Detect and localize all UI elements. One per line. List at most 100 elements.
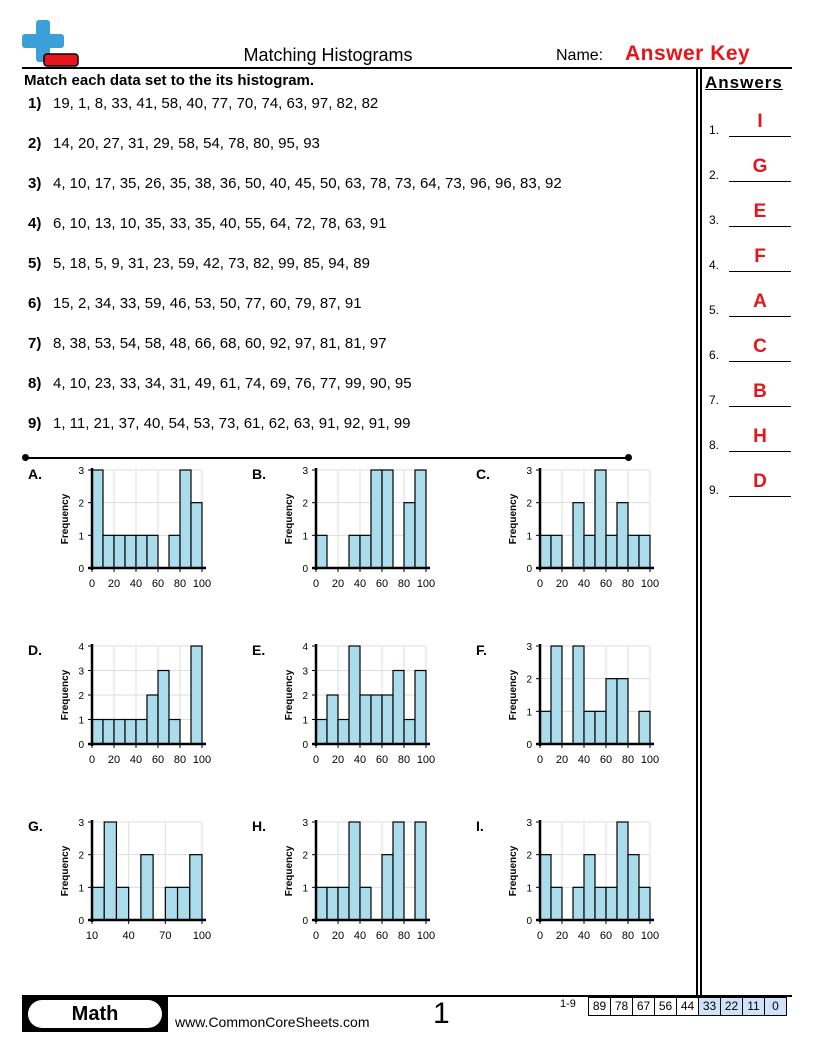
y-tick-label: 3 [78,466,84,477]
x-tick-label: 40 [578,578,590,590]
x-tick-label: 100 [193,930,211,942]
problem-data: 15, 2, 34, 33, 59, 46, 53, 50, 77, 60, 7… [53,295,362,312]
y-tick-label: 0 [302,916,308,927]
histogram-bar [605,534,618,569]
answer-item: 5. A [709,291,793,317]
histogram-bar [392,821,405,921]
x-tick-label: 80 [398,930,410,942]
histogram-bar [539,854,552,921]
name-label: Name: [556,47,604,64]
score-cell: 11 [743,998,765,1015]
histogram-bar [359,694,372,745]
score-cell: 33 [699,998,721,1015]
x-tick-label: 40 [578,754,590,766]
x-tick-label: 20 [332,578,344,590]
x-tick-label: 60 [600,578,612,590]
answer-value: B [753,381,767,402]
x-tick-label: 40 [130,754,142,766]
y-tick-label: 4 [302,642,308,653]
answer-blank[interactable] [729,270,791,272]
histogram-bar [146,534,159,569]
y-axis-label: Frequency [508,845,519,896]
histogram-bar [164,886,179,921]
y-tick-label: 3 [78,667,84,678]
y-tick-label: 0 [78,916,84,927]
x-tick-label: 100 [417,754,435,766]
histogram-bar [91,718,104,745]
histogram-bar [370,694,383,745]
y-tick-label: 1 [78,883,84,894]
x-tick-label: 20 [108,578,120,590]
histogram-bar [179,469,192,569]
answer-blank[interactable] [729,180,791,182]
answer-blank[interactable] [729,315,791,317]
answer-number: 5. [709,303,720,317]
histogram-label: C. [476,466,490,482]
x-tick-label: 60 [600,754,612,766]
answer-item: 3. E [709,201,793,227]
y-tick-label: 2 [78,499,84,510]
x-tick-label: 20 [556,930,568,942]
x-tick-label: 0 [313,930,319,942]
x-tick-label: 60 [152,578,164,590]
score-range-label: 1-9 [560,998,576,1010]
x-tick-label: 40 [123,930,135,942]
histogram-bar [414,821,427,921]
histogram-bar [572,886,585,921]
histogram-label: F. [476,642,487,658]
histogram-bar [91,469,104,569]
x-tick-label: 80 [622,578,634,590]
x-tick-label: 100 [193,754,211,766]
answer-blank[interactable] [729,495,791,497]
y-tick-label: 1 [302,531,308,542]
problem-item: 3) 4, 10, 17, 35, 26, 35, 38, 36, 50, 40,… [28,175,562,192]
answer-blank[interactable] [729,405,791,407]
problem-number: 4) [28,215,42,232]
section-divider [26,457,628,459]
x-tick-label: 100 [641,930,659,942]
histogram-bar [348,645,361,745]
problem-item: 7) 8, 38, 53, 54, 58, 48, 66, 68, 60, 92,… [28,335,387,352]
histogram-bar [550,534,563,569]
answer-blank[interactable] [729,450,791,452]
subject-label: Math [28,1000,162,1028]
y-axis-label: Frequency [508,669,519,720]
answer-blank[interactable] [729,225,791,227]
histogram-bar [594,469,607,569]
score-table: 89 78 67 56 44 33 22 11 0 [588,997,787,1016]
x-tick-label: 80 [174,578,186,590]
x-tick-label: 80 [398,578,410,590]
histogram-bar [414,669,427,745]
histogram-a: 0 1 2 3 0 20 40 60 80 100 Frequency [60,466,211,590]
histogram-bar [135,718,148,745]
histogram-label: G. [28,818,43,834]
y-tick-label: 0 [526,916,532,927]
histogram-bar [113,534,126,569]
answer-blank[interactable] [729,135,791,137]
histogram-c: 0 1 2 3 0 20 40 60 80 100 Frequency [508,466,659,590]
histogram-bar [348,534,361,569]
histogram-bar [113,718,126,745]
problem-item: 8) 4, 10, 23, 33, 34, 31, 49, 61, 74, 69,… [28,375,412,392]
x-tick-label: 0 [89,754,95,766]
histogram-bar [539,534,552,569]
score-cell: 67 [633,998,655,1015]
x-tick-label: 100 [641,578,659,590]
answer-item: 6. C [709,336,793,362]
histogram-bar [381,694,394,745]
score-cell: 44 [677,998,699,1015]
y-tick-label: 2 [526,851,532,862]
y-tick-label: 1 [526,883,532,894]
y-tick-label: 0 [302,740,308,751]
y-tick-label: 0 [526,564,532,575]
answer-blank[interactable] [729,360,791,362]
problem-item: 4) 6, 10, 13, 10, 35, 33, 35, 40, 55, 64,… [28,215,387,232]
divider-dot [625,454,632,461]
y-axis-label: Frequency [284,669,295,720]
y-tick-label: 3 [302,818,308,829]
y-tick-label: 1 [78,716,84,727]
y-tick-label: 3 [302,466,308,477]
histogram-b: 0 1 2 3 0 20 40 60 80 100 Frequency [284,466,435,590]
